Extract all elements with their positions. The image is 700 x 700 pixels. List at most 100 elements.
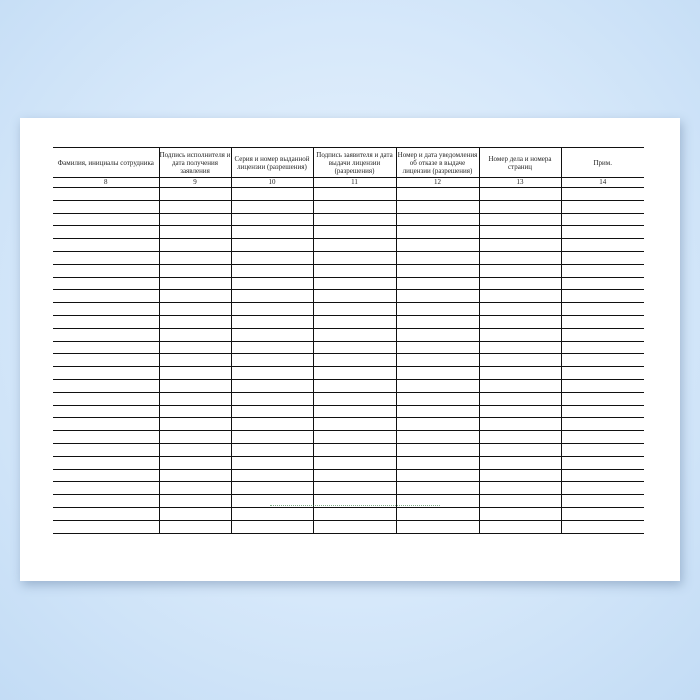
- table-cell[interactable]: [478, 379, 562, 393]
- table-cell[interactable]: [158, 520, 232, 534]
- table-cell[interactable]: [158, 251, 232, 265]
- table-cell[interactable]: [53, 443, 160, 457]
- table-cell[interactable]: [395, 213, 480, 227]
- table-cell[interactable]: [560, 481, 644, 496]
- table-cell[interactable]: [230, 481, 314, 496]
- table-cell[interactable]: [478, 417, 562, 432]
- table-cell[interactable]: [395, 507, 480, 521]
- table-cell[interactable]: [230, 405, 314, 419]
- table-cell[interactable]: [478, 494, 562, 508]
- table-cell[interactable]: [158, 379, 232, 393]
- table-cell[interactable]: [312, 430, 397, 444]
- table-cell[interactable]: [312, 417, 397, 432]
- table-cell[interactable]: [395, 289, 480, 304]
- table-cell[interactable]: [230, 289, 314, 304]
- table-cell[interactable]: [230, 238, 314, 252]
- table-cell[interactable]: [478, 405, 562, 419]
- table-cell[interactable]: [158, 289, 232, 304]
- table-cell[interactable]: [230, 353, 314, 368]
- table-cell[interactable]: [478, 200, 562, 214]
- table-cell[interactable]: [560, 366, 644, 380]
- table-cell[interactable]: [230, 225, 314, 240]
- table-cell[interactable]: [478, 469, 562, 483]
- table-cell[interactable]: [395, 469, 480, 483]
- table-cell[interactable]: [395, 405, 480, 419]
- table-cell[interactable]: [312, 469, 397, 483]
- table-cell[interactable]: [158, 315, 232, 329]
- table-cell[interactable]: [560, 469, 644, 483]
- table-cell[interactable]: [312, 366, 397, 380]
- table-cell[interactable]: [395, 302, 480, 316]
- table-cell[interactable]: [312, 315, 397, 329]
- table-cell[interactable]: [158, 366, 232, 380]
- table-cell[interactable]: [560, 200, 644, 214]
- table-cell[interactable]: [53, 238, 160, 252]
- table-cell[interactable]: [312, 187, 397, 201]
- table-cell[interactable]: [560, 213, 644, 227]
- table-cell[interactable]: [478, 366, 562, 380]
- table-cell[interactable]: [478, 392, 562, 406]
- table-cell[interactable]: [230, 417, 314, 432]
- table-cell[interactable]: [312, 341, 397, 355]
- table-cell[interactable]: [158, 417, 232, 432]
- table-cell[interactable]: [53, 328, 160, 342]
- table-cell[interactable]: [312, 520, 397, 534]
- table-cell[interactable]: [560, 379, 644, 393]
- table-cell[interactable]: [560, 277, 644, 291]
- table-cell[interactable]: [560, 456, 644, 470]
- table-cell[interactable]: [560, 238, 644, 252]
- table-cell[interactable]: [478, 225, 562, 240]
- table-cell[interactable]: [395, 238, 480, 252]
- table-cell[interactable]: [395, 456, 480, 470]
- table-cell[interactable]: [560, 417, 644, 432]
- table-cell[interactable]: [230, 341, 314, 355]
- table-cell[interactable]: [312, 200, 397, 214]
- table-cell[interactable]: [158, 456, 232, 470]
- table-cell[interactable]: [312, 238, 397, 252]
- table-cell[interactable]: [478, 289, 562, 304]
- table-cell[interactable]: [230, 430, 314, 444]
- table-cell[interactable]: [53, 251, 160, 265]
- table-cell[interactable]: [158, 443, 232, 457]
- table-cell[interactable]: [230, 469, 314, 483]
- table-cell[interactable]: [478, 430, 562, 444]
- table-cell[interactable]: [395, 353, 480, 368]
- table-cell[interactable]: [53, 379, 160, 393]
- table-cell[interactable]: [158, 238, 232, 252]
- table-cell[interactable]: [395, 225, 480, 240]
- table-cell[interactable]: [560, 430, 644, 444]
- table-cell[interactable]: [312, 328, 397, 342]
- table-cell[interactable]: [560, 341, 644, 355]
- table-cell[interactable]: [560, 392, 644, 406]
- table-cell[interactable]: [560, 225, 644, 240]
- table-cell[interactable]: [158, 494, 232, 508]
- table-cell[interactable]: [230, 251, 314, 265]
- table-cell[interactable]: [478, 315, 562, 329]
- table-cell[interactable]: [230, 200, 314, 214]
- table-cell[interactable]: [53, 225, 160, 240]
- table-cell[interactable]: [53, 315, 160, 329]
- table-cell[interactable]: [478, 353, 562, 368]
- table-cell[interactable]: [53, 366, 160, 380]
- table-cell[interactable]: [478, 481, 562, 496]
- table-cell[interactable]: [560, 187, 644, 201]
- table-cell[interactable]: [158, 405, 232, 419]
- table-cell[interactable]: [395, 187, 480, 201]
- table-cell[interactable]: [53, 507, 160, 521]
- table-cell[interactable]: [395, 481, 480, 496]
- table-cell[interactable]: [478, 520, 562, 534]
- table-cell[interactable]: [158, 341, 232, 355]
- table-cell[interactable]: [478, 456, 562, 470]
- table-cell[interactable]: [560, 289, 644, 304]
- table-cell[interactable]: [312, 289, 397, 304]
- table-cell[interactable]: [395, 277, 480, 291]
- table-cell[interactable]: [312, 507, 397, 521]
- table-cell[interactable]: [230, 264, 314, 278]
- table-cell[interactable]: [478, 302, 562, 316]
- table-cell[interactable]: [158, 277, 232, 291]
- table-cell[interactable]: [312, 277, 397, 291]
- table-cell[interactable]: [312, 481, 397, 496]
- table-cell[interactable]: [158, 392, 232, 406]
- table-cell[interactable]: [478, 264, 562, 278]
- table-cell[interactable]: [53, 430, 160, 444]
